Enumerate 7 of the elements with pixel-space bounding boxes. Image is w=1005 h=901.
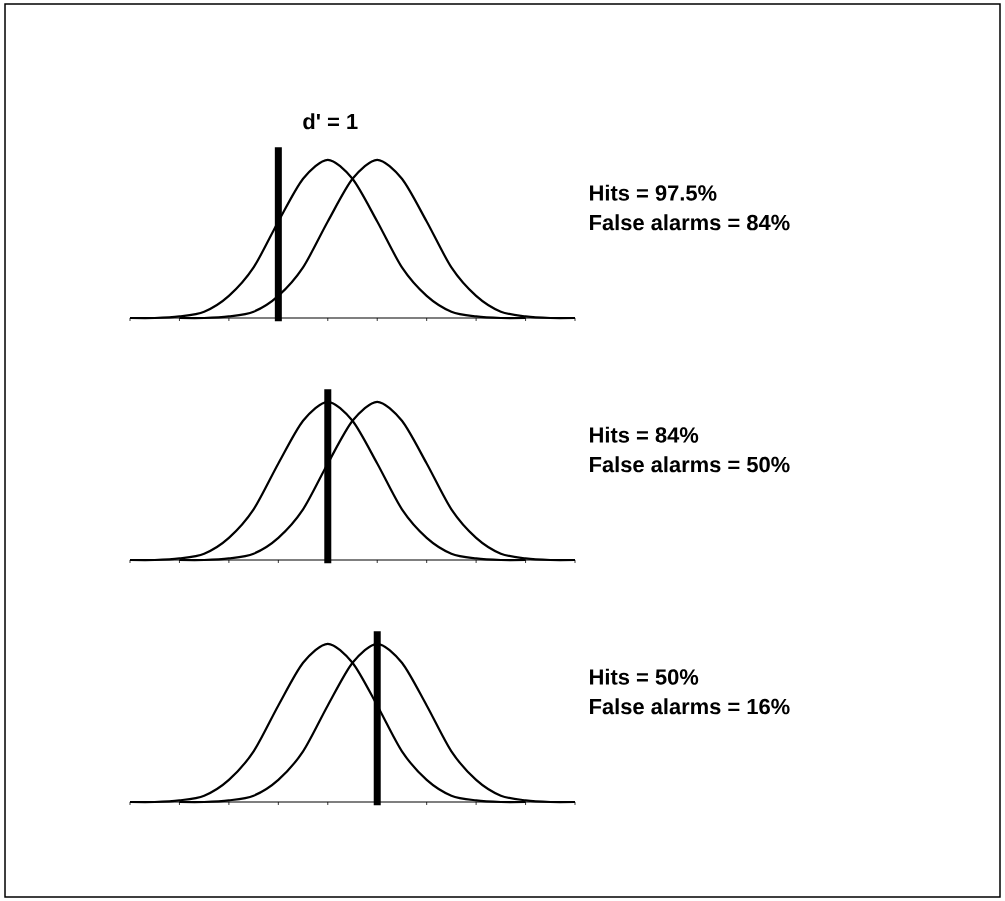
chart-title: d' = 1 — [303, 113, 358, 130]
text: False alarms = 16% — [590, 698, 790, 715]
text: Hits = 84% — [590, 426, 699, 443]
text: False alarms = 84% — [590, 214, 790, 231]
text: Hits = 97.5% — [590, 184, 717, 201]
text: Hits = 50% — [590, 668, 699, 685]
text: False alarms = 50% — [590, 456, 790, 473]
